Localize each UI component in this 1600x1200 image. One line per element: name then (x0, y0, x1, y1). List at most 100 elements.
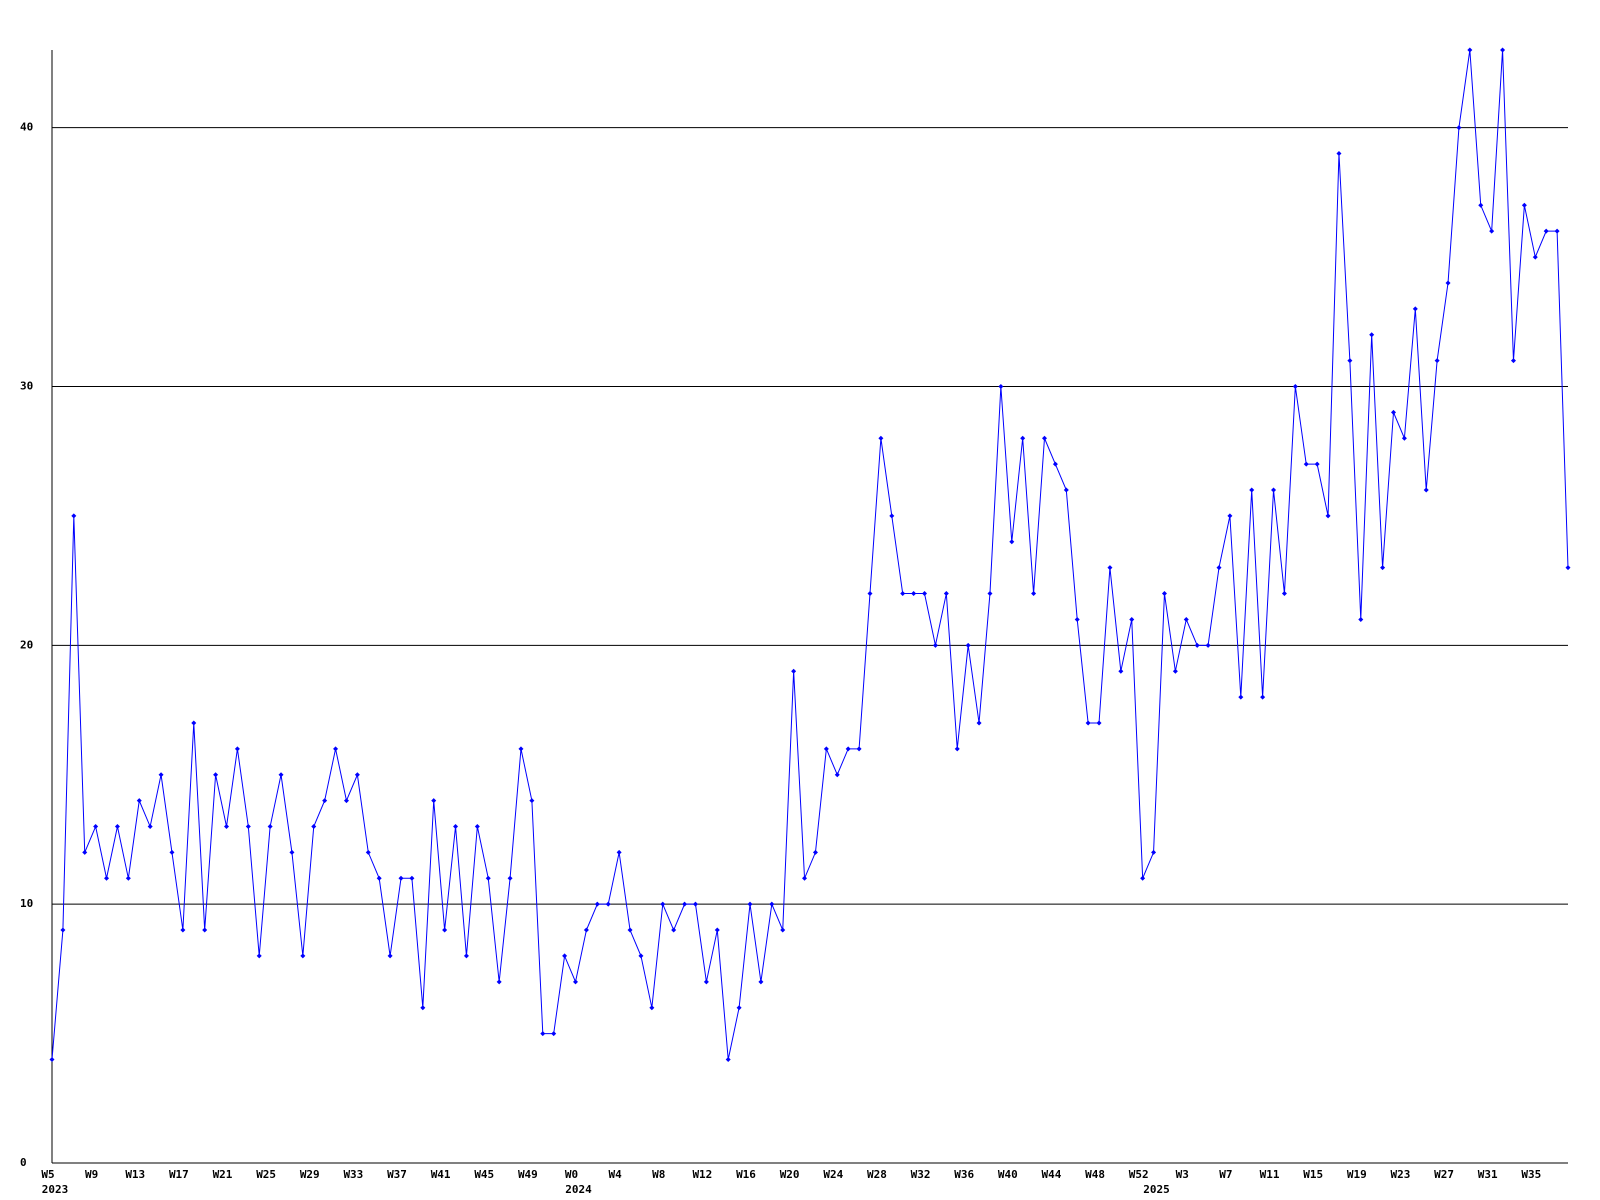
data-point (1489, 228, 1495, 234)
data-point (823, 746, 829, 752)
data-point (289, 849, 295, 855)
y-tick-label: 10 (20, 897, 33, 910)
data-point (1314, 461, 1320, 467)
data-point (333, 746, 339, 752)
data-point (213, 772, 219, 778)
x-tick-label: W25 (256, 1168, 276, 1181)
x-tick-label: W27 (1434, 1168, 1454, 1181)
data-point (485, 875, 491, 881)
data-point (802, 875, 808, 881)
data-point (1565, 565, 1571, 571)
data-point (616, 849, 622, 855)
data-point (1227, 513, 1233, 519)
data-point (1532, 254, 1538, 260)
data-point (1281, 591, 1287, 597)
data-point (376, 875, 382, 881)
data-point (954, 746, 960, 752)
data-point (791, 668, 797, 674)
x-tick-label: W52 (1129, 1168, 1149, 1181)
data-point (747, 901, 753, 907)
data-point (49, 1056, 55, 1062)
x-tick-label: W32 (911, 1168, 931, 1181)
data-point (463, 953, 469, 959)
x-tick-label: W49 (518, 1168, 538, 1181)
data-point (714, 927, 720, 933)
y-tick-label: 20 (20, 638, 33, 651)
x-tick-label: W12 (692, 1168, 712, 1181)
data-point (104, 875, 110, 881)
data-point (725, 1056, 731, 1062)
data-point (900, 591, 906, 597)
data-point (1380, 565, 1386, 571)
data-point (573, 979, 579, 985)
data-line (51, 49, 1569, 1060)
data-point (71, 513, 77, 519)
data-point (878, 435, 884, 441)
data-point (758, 979, 764, 985)
data-point (125, 875, 131, 881)
data-point (431, 798, 437, 804)
data-point (1271, 487, 1277, 493)
data-point (343, 798, 349, 804)
x-tick-label: W37 (387, 1168, 407, 1181)
data-point (780, 927, 786, 933)
x-tick-label: W11 (1260, 1168, 1280, 1181)
data-point (736, 1005, 742, 1011)
data-point (1401, 435, 1407, 441)
data-point (1445, 280, 1451, 286)
data-point (1510, 358, 1516, 364)
data-point (1500, 47, 1506, 53)
x-tick-label: W40 (998, 1168, 1018, 1181)
x-tick-label: W48 (1085, 1168, 1105, 1181)
data-point (278, 772, 284, 778)
data-point (1336, 151, 1342, 157)
x-tick-label: W44 (1041, 1168, 1061, 1181)
data-point (354, 772, 360, 778)
x-tick-label: W17 (169, 1168, 189, 1181)
x-year-label: 2024 (565, 1183, 592, 1196)
x-tick-label: W9 (85, 1168, 98, 1181)
data-point (965, 642, 971, 648)
data-point (1009, 539, 1015, 545)
data-point (1063, 487, 1069, 493)
data-point (82, 849, 88, 855)
data-point (943, 591, 949, 597)
data-point (692, 901, 698, 907)
data-point (1031, 591, 1037, 597)
data-point (562, 953, 568, 959)
x-tick-label: W16 (736, 1168, 756, 1181)
data-point (453, 824, 459, 830)
data-point (1194, 642, 1200, 648)
data-point (496, 979, 502, 985)
data-point (1543, 228, 1549, 234)
data-point (1478, 202, 1484, 208)
data-point (1325, 513, 1331, 519)
data-point (256, 953, 262, 959)
data-point (507, 875, 513, 881)
data-point (1172, 668, 1178, 674)
x-tick-label: W19 (1347, 1168, 1367, 1181)
data-point (409, 875, 415, 881)
data-point (267, 824, 273, 830)
data-point (311, 824, 317, 830)
data-point (660, 901, 666, 907)
data-point (627, 927, 633, 933)
data-point (1074, 616, 1080, 622)
x-tick-label: W3 (1176, 1168, 1189, 1181)
data-point (605, 901, 611, 907)
y-tick-label: 0 (20, 1156, 27, 1169)
data-point (1412, 306, 1418, 312)
x-tick-label: W5 (41, 1168, 54, 1181)
data-point (638, 953, 644, 959)
x-tick-label: W35 (1521, 1168, 1541, 1181)
data-point (1216, 565, 1222, 571)
data-point (1423, 487, 1429, 493)
data-point (387, 953, 393, 959)
data-point (1249, 487, 1255, 493)
data-point (224, 824, 230, 830)
data-point (845, 746, 851, 752)
data-point (856, 746, 862, 752)
data-point (834, 772, 840, 778)
data-point (1369, 332, 1375, 338)
